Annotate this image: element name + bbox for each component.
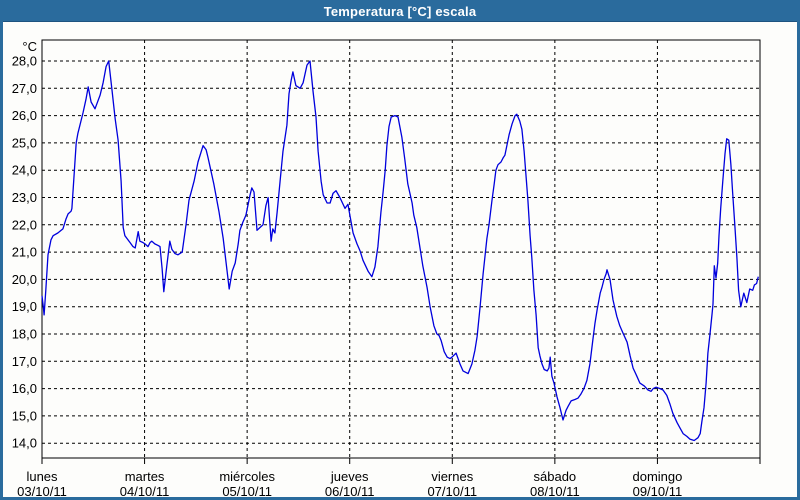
y-tick-label: 19,0 bbox=[12, 299, 37, 314]
y-tick-label: 16,0 bbox=[12, 381, 37, 396]
y-tick-label: 17,0 bbox=[12, 354, 37, 369]
day-name-label: viernes bbox=[431, 469, 473, 484]
chart-title-bar: Temperatura [°C] escala bbox=[3, 3, 797, 22]
y-tick-label: 22,0 bbox=[12, 217, 37, 232]
day-date-label: 04/10/11 bbox=[120, 484, 170, 499]
day-name-label: martes bbox=[125, 469, 165, 484]
y-tick-label: 15,0 bbox=[12, 408, 37, 423]
y-tick-label: 25,0 bbox=[12, 135, 37, 150]
y-axis-unit-label: °C bbox=[22, 39, 37, 54]
chart-title: Temperatura [°C] escala bbox=[323, 4, 477, 19]
day-name-label: jueves bbox=[330, 469, 369, 484]
day-date-label: 09/10/11 bbox=[633, 484, 683, 499]
day-name-label: sábado bbox=[534, 469, 577, 484]
y-tick-label: 18,0 bbox=[12, 327, 37, 342]
day-date-label: 03/10/11 bbox=[17, 484, 67, 499]
day-date-label: 08/10/11 bbox=[530, 484, 580, 499]
day-name-label: domingo bbox=[632, 469, 682, 484]
y-tick-label: 24,0 bbox=[12, 163, 37, 178]
y-tick-label: 23,0 bbox=[12, 190, 37, 205]
y-tick-label: 28,0 bbox=[12, 54, 37, 69]
day-date-label: 06/10/11 bbox=[325, 484, 375, 499]
day-name-label: lunes bbox=[26, 469, 58, 484]
y-tick-label: 14,0 bbox=[12, 436, 37, 451]
day-date-label: 07/10/11 bbox=[427, 484, 477, 499]
temperature-line bbox=[41, 60, 759, 442]
y-tick-label: 21,0 bbox=[12, 245, 37, 260]
plot-border bbox=[41, 39, 761, 459]
day-name-label: miércoles bbox=[219, 469, 275, 484]
y-tick-label: 20,0 bbox=[12, 272, 37, 287]
day-date-label: 05/10/11 bbox=[222, 484, 272, 499]
y-tick-label: 27,0 bbox=[12, 81, 37, 96]
y-tick-label: 26,0 bbox=[12, 108, 37, 123]
